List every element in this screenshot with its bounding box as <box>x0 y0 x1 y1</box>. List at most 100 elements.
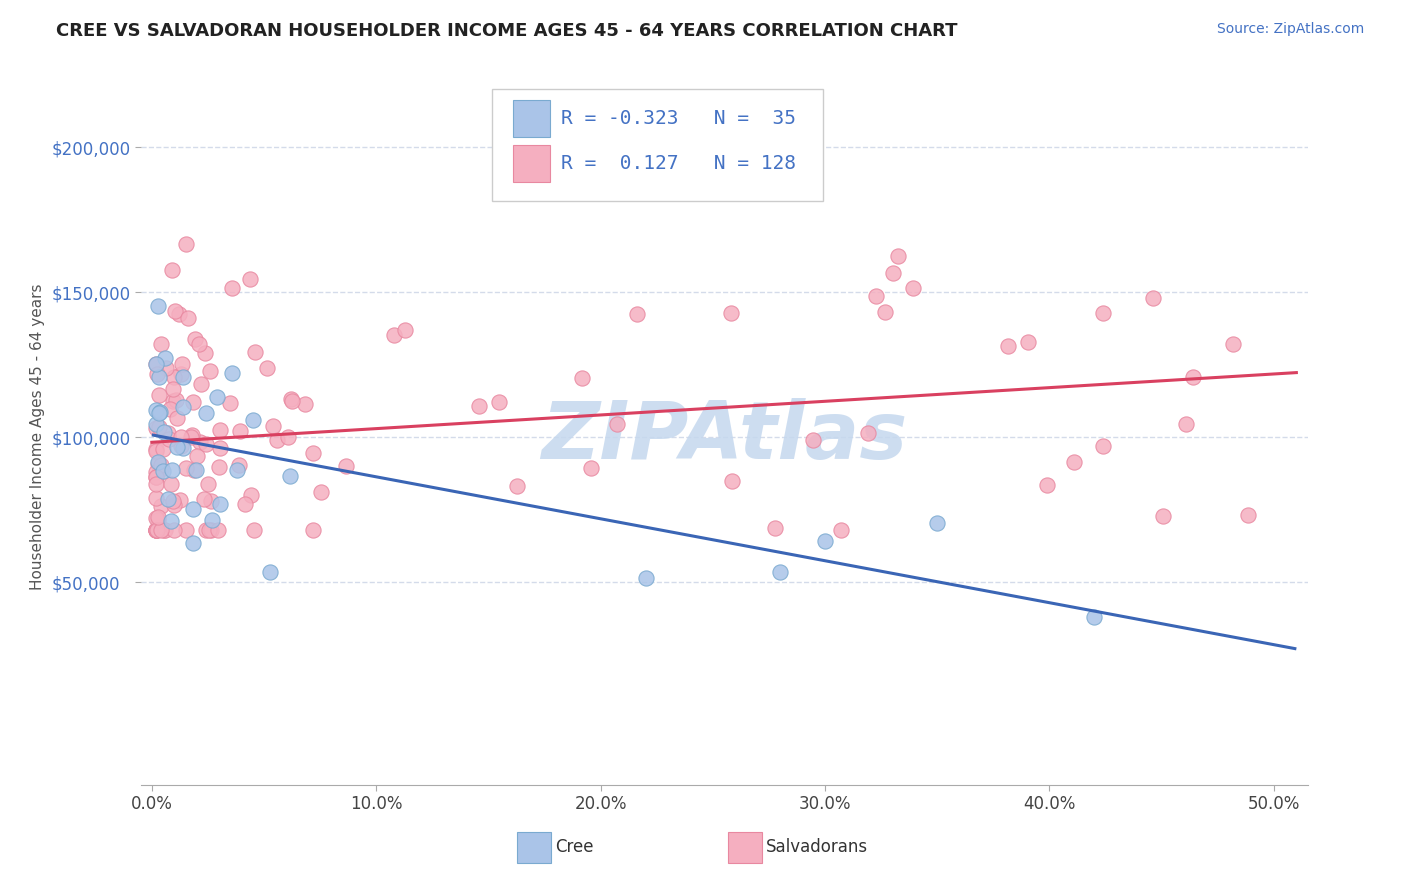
Point <box>277 429 299 443</box>
Point <box>148 388 170 402</box>
Point <box>146 523 169 537</box>
Point <box>155 351 177 365</box>
Point <box>1142 291 1164 305</box>
Point <box>205 390 228 404</box>
Point <box>830 523 852 537</box>
Point <box>382 328 405 343</box>
Point <box>302 523 325 537</box>
Point <box>200 523 222 537</box>
Text: ZIPAtlas: ZIPAtlas <box>541 398 907 476</box>
Point <box>162 393 184 408</box>
Point <box>208 497 231 511</box>
Point <box>172 357 194 371</box>
Point <box>243 523 266 537</box>
Point <box>148 406 170 420</box>
Point <box>266 434 288 448</box>
Point <box>146 455 169 469</box>
Point <box>1017 335 1039 350</box>
Point <box>634 571 657 585</box>
Point <box>181 427 204 442</box>
Point <box>152 523 174 537</box>
Point <box>184 332 207 346</box>
Point <box>153 425 176 440</box>
Point <box>149 405 172 419</box>
Point <box>146 299 169 313</box>
Point <box>1083 610 1105 624</box>
Point <box>197 477 219 491</box>
Point <box>194 345 217 359</box>
Point <box>145 523 167 537</box>
Point <box>294 397 316 411</box>
Point <box>200 494 222 508</box>
Point <box>172 441 194 455</box>
Point <box>186 449 208 463</box>
Point <box>145 421 167 435</box>
Point <box>183 463 205 477</box>
Point <box>506 478 529 492</box>
Point <box>239 271 262 285</box>
Point <box>278 468 301 483</box>
Point <box>174 523 197 537</box>
Point <box>190 376 212 391</box>
Point <box>1175 417 1198 431</box>
Point <box>160 263 183 277</box>
Point <box>865 289 887 303</box>
Point <box>208 460 231 475</box>
Point <box>163 303 186 318</box>
Point <box>156 492 179 507</box>
Point <box>162 383 184 397</box>
Point <box>997 339 1019 353</box>
Point <box>1222 337 1244 351</box>
Point <box>145 403 167 417</box>
Point <box>148 510 170 524</box>
Point <box>145 523 167 537</box>
Point <box>262 418 284 433</box>
Point <box>256 361 278 376</box>
Point <box>160 463 183 477</box>
Point <box>174 461 197 475</box>
Point <box>309 484 332 499</box>
Point <box>152 442 174 456</box>
Point <box>145 491 167 506</box>
Point <box>721 474 744 488</box>
Point <box>814 533 837 548</box>
Point <box>163 369 186 384</box>
Point <box>201 513 224 527</box>
Point <box>579 461 602 475</box>
Point <box>166 440 188 454</box>
Point <box>162 494 184 508</box>
Point <box>145 470 167 484</box>
Point <box>209 423 232 437</box>
Point <box>769 565 792 579</box>
Point <box>155 360 177 375</box>
Point <box>242 412 264 426</box>
Point <box>165 392 187 407</box>
Text: Salvadorans: Salvadorans <box>766 838 869 856</box>
Point <box>166 411 188 425</box>
Point <box>172 400 194 414</box>
Point <box>150 458 173 472</box>
Point <box>149 499 172 513</box>
Point <box>156 426 179 441</box>
Point <box>1182 370 1205 384</box>
Point <box>1236 508 1258 522</box>
Point <box>225 462 247 476</box>
Point <box>172 369 194 384</box>
Point <box>626 307 648 321</box>
Point <box>170 430 193 444</box>
Point <box>186 463 208 477</box>
Point <box>882 267 904 281</box>
Point <box>195 406 218 420</box>
Point <box>245 345 267 359</box>
Point <box>228 458 250 472</box>
Point <box>394 323 416 337</box>
Point <box>194 523 217 537</box>
Point <box>150 337 173 351</box>
Point <box>159 402 181 417</box>
Point <box>145 465 167 479</box>
Point <box>233 497 256 511</box>
Point <box>1063 455 1085 469</box>
Point <box>145 442 167 456</box>
Point <box>145 444 167 458</box>
Point <box>221 280 243 294</box>
